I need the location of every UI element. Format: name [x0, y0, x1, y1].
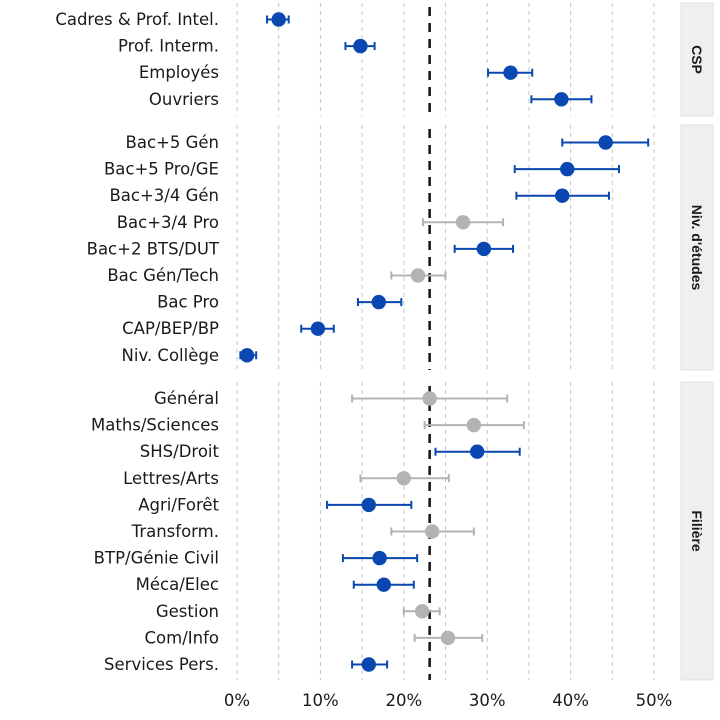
point-range	[390, 524, 475, 539]
data-point	[440, 630, 456, 646]
point-range	[487, 65, 534, 80]
point-range	[356, 294, 403, 310]
data-point	[271, 12, 286, 27]
data-point	[361, 657, 376, 672]
point-range	[434, 444, 521, 459]
facet-strip	[680, 124, 714, 371]
point-range	[530, 92, 593, 107]
y-tick-label: Méca/Elec	[136, 575, 219, 594]
data-marks	[239, 12, 650, 672]
facet-strip	[680, 381, 714, 681]
point-range	[423, 417, 525, 433]
point-range	[561, 135, 650, 150]
data-point	[554, 92, 569, 107]
facet-strip-label: Filière	[689, 510, 705, 551]
data-point	[560, 161, 575, 177]
data-point	[422, 391, 437, 406]
facet-strip-label: Niv. d'études	[689, 205, 705, 291]
y-tick-label: Bac Gén/Tech	[107, 266, 219, 285]
x-tick-label: 10%	[302, 691, 339, 710]
facet-strips: CSP Niv. d'études Filière	[680, 2, 714, 681]
y-axis-labels: Cadres & Prof. Intel. Prof. Interm. Employ…	[55, 10, 220, 674]
data-point	[424, 524, 440, 539]
x-tick-label: 0%	[224, 691, 250, 710]
x-axis-labels: 0% 10% 20% 30% 40% 50%	[224, 691, 672, 710]
x-tick-label: 20%	[385, 691, 422, 710]
data-point	[476, 241, 492, 257]
data-point	[410, 268, 426, 283]
y-tick-label: Cadres & Prof. Intel.	[55, 10, 219, 29]
data-point	[396, 471, 411, 486]
facet-strip	[680, 2, 714, 117]
point-range	[515, 188, 610, 203]
x-tick-label: 40%	[552, 691, 589, 710]
x-tick-label: 50%	[636, 691, 673, 710]
facet-strip-label: CSP	[689, 45, 705, 74]
data-point	[371, 294, 386, 310]
y-tick-label: Bac+3/4 Gén	[109, 186, 219, 205]
y-tick-label: Ouvriers	[149, 90, 219, 109]
gridlines	[236, 3, 655, 680]
point-range	[344, 38, 376, 54]
data-point	[361, 497, 376, 513]
x-tick-label: 30%	[469, 691, 506, 710]
point-range	[413, 630, 484, 646]
y-tick-label: Prof. Interm.	[118, 37, 219, 56]
point-range	[351, 391, 509, 406]
point-range	[239, 348, 258, 363]
data-point	[598, 135, 613, 150]
data-point	[372, 550, 387, 566]
data-point	[469, 444, 485, 459]
point-range	[513, 161, 620, 177]
y-tick-label: Maths/Sciences	[91, 416, 219, 435]
y-tick-label: Général	[154, 389, 219, 408]
point-range	[402, 604, 441, 619]
y-tick-label: Com/Info	[145, 628, 219, 647]
y-tick-label: Bac Pro	[157, 293, 219, 312]
y-tick-label: Bac+3/4 Pro	[117, 213, 219, 232]
data-point	[310, 321, 326, 336]
y-tick-label: Bac+2 BTS/DUT	[87, 239, 220, 258]
point-range	[390, 268, 447, 283]
y-tick-label: Services Pers.	[104, 655, 219, 674]
data-point	[455, 215, 471, 230]
data-point	[353, 38, 368, 54]
point-range	[351, 657, 389, 672]
data-point	[503, 65, 518, 80]
data-point	[414, 604, 430, 619]
y-tick-label: Bac+5 Pro/GE	[104, 160, 219, 179]
data-point	[555, 188, 570, 203]
data-point	[466, 417, 482, 433]
y-tick-label: Employés	[139, 63, 219, 82]
point-range	[453, 241, 515, 257]
point-range	[359, 471, 450, 486]
y-tick-label: BTP/Génie Civil	[94, 549, 219, 568]
point-range	[341, 550, 419, 566]
point-range	[266, 12, 290, 27]
y-tick-label: SHS/Droit	[140, 442, 220, 461]
y-tick-label: Bac+5 Gén	[126, 133, 219, 152]
point-range	[326, 497, 413, 513]
y-tick-label: Transform.	[131, 522, 219, 541]
data-point	[239, 348, 255, 363]
y-tick-label: CAP/BEP/BP	[122, 319, 219, 338]
y-tick-label: Agri/Forêt	[138, 495, 219, 514]
y-tick-label: Gestion	[156, 602, 219, 621]
point-range	[352, 577, 415, 592]
y-tick-label: Niv. Collège	[122, 346, 219, 365]
point-range	[421, 215, 505, 230]
y-tick-label: Lettres/Arts	[123, 469, 219, 488]
data-point	[376, 577, 391, 592]
point-range	[300, 321, 335, 336]
